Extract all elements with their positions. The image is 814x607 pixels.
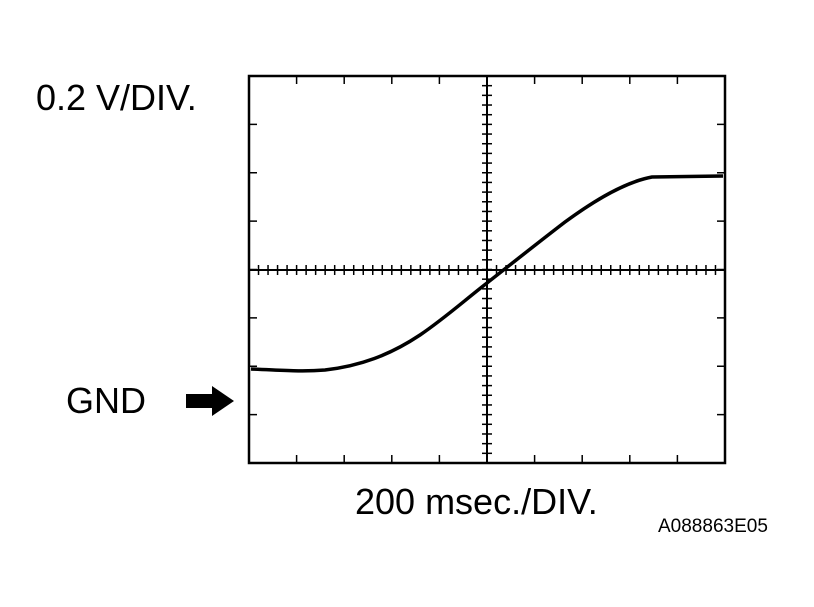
- graticule: [248, 75, 726, 464]
- gnd-label: GND: [66, 380, 146, 421]
- time-per-div-label: 200 msec./DIV.: [355, 481, 598, 522]
- waveform: [250, 174, 724, 373]
- gnd-arrow: [186, 386, 234, 416]
- volts-per-div-label: 0.2 V/DIV.: [36, 77, 197, 118]
- figure-id: A088863E05: [658, 516, 768, 537]
